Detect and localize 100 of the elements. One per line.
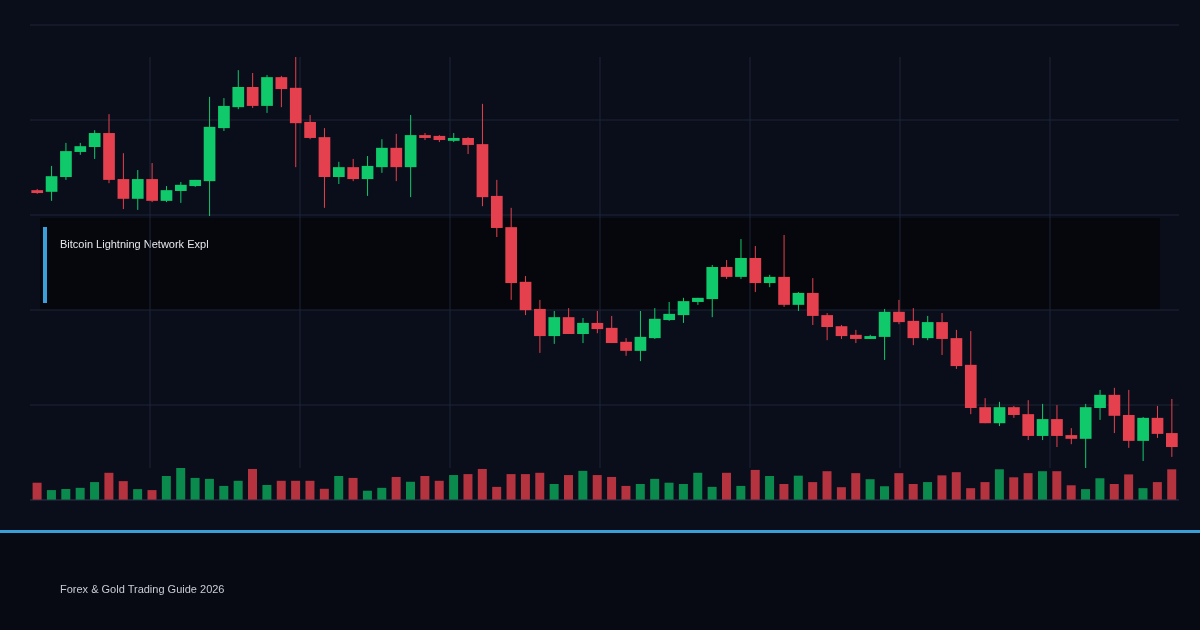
candlestick [893,299,905,325]
bar [1023,473,1033,500]
bar [233,480,243,500]
bar [161,476,171,500]
bar [434,480,444,500]
candlestick [361,155,374,197]
bar [291,480,301,500]
bar [592,475,602,500]
candlestick [1108,387,1121,434]
bar [1124,474,1134,500]
bar [449,475,459,500]
bar [492,486,502,500]
bar [908,484,918,500]
bar [204,478,214,500]
bar [118,481,128,500]
candlestick [218,97,230,132]
candlestick [806,277,819,326]
candlestick [347,158,360,182]
candlestick [1151,405,1164,439]
text: Forex & Gold Trading Guide 2026 [60,583,225,595]
bar [219,485,229,500]
bar [477,468,487,500]
bar [334,476,344,500]
candlestick [419,132,431,141]
candlestick [232,69,245,110]
candlestick [562,307,575,335]
bar [1152,482,1162,500]
bar [1095,478,1105,500]
bar [865,479,875,500]
candlestick [332,161,345,185]
candlestick [993,401,1006,427]
candlestick [174,181,187,204]
candlestick [577,317,589,344]
bar [61,489,71,500]
candlestick [591,310,604,334]
bar [348,477,358,500]
bar [391,476,401,500]
bar [836,487,846,500]
bar [578,470,588,500]
candlestick [462,136,474,155]
candlestick [304,114,316,140]
bar [1109,484,1119,500]
candlestick [1036,403,1049,441]
bar [937,475,947,500]
candlestick [605,315,618,344]
bar [779,484,789,500]
candlestick [1051,404,1063,448]
bar [520,474,530,500]
bar [1052,471,1062,500]
candlestick [117,152,130,210]
bar [793,475,803,500]
annotation: Bitcoin Lightning Network Expl [60,238,209,250]
bar [750,469,760,500]
bar [951,472,961,500]
bar [104,472,114,500]
bar [693,472,703,500]
bar [1009,477,1019,500]
bar [851,473,861,500]
candlestick [246,72,259,109]
bar [822,471,832,500]
candlestick [390,133,403,182]
bar [46,490,56,500]
bar [1138,488,1148,500]
candlestick [275,75,288,108]
candlestick [1137,416,1149,462]
bar [190,477,200,500]
candlestick [648,307,661,340]
bar [707,486,717,500]
bar [420,476,430,500]
bar [305,480,315,500]
bar [176,468,186,500]
bar [980,482,990,500]
bar [607,476,617,500]
bar [621,485,631,500]
bar [406,481,416,500]
bar [248,468,258,500]
bar [1037,471,1047,500]
bar [506,474,516,500]
bar [635,484,645,500]
bar [262,484,272,500]
bar [1167,469,1177,500]
candlestick [131,169,144,211]
candlestick [979,397,991,424]
candlestick [663,301,676,322]
candlestick [821,312,834,341]
candlestick [850,329,862,344]
bar [1066,485,1076,500]
bar [879,486,889,500]
bar [664,482,674,500]
candlestick [1166,398,1178,458]
bar [276,480,286,500]
candlestick [620,337,632,357]
candlestick [792,291,805,312]
bar [377,487,387,500]
bar [808,482,818,500]
candlestick [376,138,388,174]
candlestick [921,315,934,341]
candlestick [677,297,690,324]
bar [564,475,573,500]
candlestick [634,310,647,362]
